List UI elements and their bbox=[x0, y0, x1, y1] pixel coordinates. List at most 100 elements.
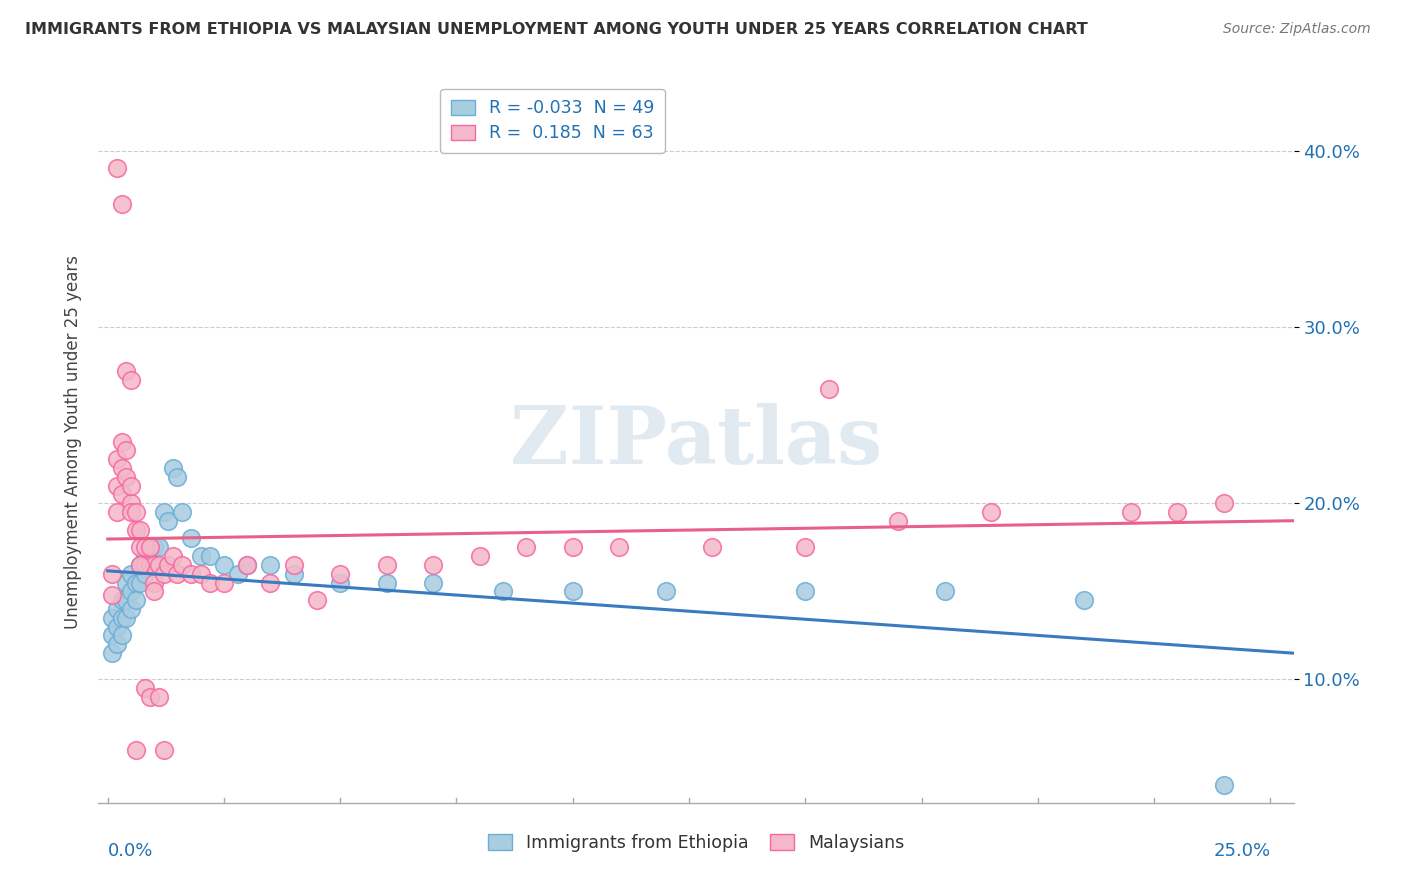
Point bbox=[124, 575, 146, 590]
Point bbox=[492, 584, 515, 599]
Point bbox=[236, 558, 259, 572]
Point bbox=[180, 566, 202, 581]
Text: 0.0%: 0.0% bbox=[108, 842, 153, 860]
Point bbox=[607, 541, 630, 555]
Point bbox=[143, 584, 166, 599]
Point bbox=[120, 373, 142, 387]
Point bbox=[134, 681, 156, 696]
Point bbox=[172, 558, 194, 572]
Point bbox=[115, 611, 138, 625]
Point bbox=[152, 566, 174, 581]
Point bbox=[111, 434, 134, 449]
Point bbox=[111, 461, 134, 475]
Point bbox=[129, 558, 152, 572]
Point bbox=[129, 523, 152, 537]
Point bbox=[129, 541, 152, 555]
Point bbox=[817, 382, 839, 396]
Point bbox=[143, 558, 166, 572]
Point bbox=[375, 575, 398, 590]
Point bbox=[1166, 505, 1188, 519]
Point bbox=[111, 593, 134, 607]
Point bbox=[101, 628, 124, 642]
Point bbox=[105, 619, 128, 633]
Point bbox=[129, 575, 152, 590]
Point bbox=[120, 584, 142, 599]
Point bbox=[980, 505, 1002, 519]
Point bbox=[115, 443, 138, 458]
Text: Source: ZipAtlas.com: Source: ZipAtlas.com bbox=[1223, 22, 1371, 37]
Point bbox=[794, 584, 817, 599]
Point bbox=[111, 196, 134, 211]
Point bbox=[162, 549, 184, 563]
Point bbox=[115, 470, 138, 484]
Point bbox=[329, 575, 352, 590]
Point bbox=[152, 505, 174, 519]
Point bbox=[129, 558, 152, 572]
Point bbox=[375, 558, 398, 572]
Point bbox=[120, 602, 142, 616]
Point bbox=[138, 558, 160, 572]
Point bbox=[1212, 496, 1234, 510]
Point bbox=[468, 549, 491, 563]
Point bbox=[180, 532, 202, 546]
Point bbox=[329, 566, 352, 581]
Point bbox=[124, 593, 146, 607]
Point bbox=[105, 505, 128, 519]
Point bbox=[515, 541, 537, 555]
Point bbox=[934, 584, 956, 599]
Point bbox=[157, 558, 180, 572]
Point bbox=[198, 549, 221, 563]
Point bbox=[190, 566, 212, 581]
Point bbox=[134, 549, 156, 563]
Text: 25.0%: 25.0% bbox=[1213, 842, 1270, 860]
Point bbox=[148, 558, 170, 572]
Point bbox=[101, 611, 124, 625]
Point bbox=[212, 558, 235, 572]
Point bbox=[259, 558, 281, 572]
Point bbox=[105, 161, 128, 176]
Point bbox=[1212, 778, 1234, 792]
Point bbox=[101, 646, 124, 660]
Point bbox=[143, 541, 166, 555]
Point bbox=[561, 541, 583, 555]
Point bbox=[166, 470, 188, 484]
Point bbox=[124, 743, 146, 757]
Point bbox=[101, 588, 124, 602]
Point bbox=[226, 566, 249, 581]
Point bbox=[283, 566, 305, 581]
Point bbox=[1073, 593, 1095, 607]
Point bbox=[111, 611, 134, 625]
Point bbox=[134, 566, 156, 581]
Point bbox=[143, 558, 166, 572]
Point bbox=[887, 514, 910, 528]
Point bbox=[259, 575, 281, 590]
Point bbox=[138, 690, 160, 704]
Point bbox=[120, 566, 142, 581]
Point bbox=[148, 690, 170, 704]
Point bbox=[1119, 505, 1142, 519]
Point bbox=[422, 575, 444, 590]
Point bbox=[655, 584, 678, 599]
Point bbox=[162, 461, 184, 475]
Point bbox=[115, 593, 138, 607]
Point bbox=[120, 496, 142, 510]
Text: ZIPatlas: ZIPatlas bbox=[510, 402, 882, 481]
Point bbox=[283, 558, 305, 572]
Point bbox=[305, 593, 328, 607]
Point bbox=[172, 505, 194, 519]
Point bbox=[120, 478, 142, 492]
Point bbox=[702, 541, 724, 555]
Point bbox=[115, 575, 138, 590]
Point bbox=[105, 637, 128, 651]
Point bbox=[236, 558, 259, 572]
Point bbox=[561, 584, 583, 599]
Point bbox=[134, 558, 156, 572]
Point bbox=[212, 575, 235, 590]
Point bbox=[105, 478, 128, 492]
Point bbox=[111, 487, 134, 501]
Point bbox=[190, 549, 212, 563]
Point bbox=[105, 452, 128, 467]
Point bbox=[105, 602, 128, 616]
Point bbox=[143, 575, 166, 590]
Point bbox=[794, 541, 817, 555]
